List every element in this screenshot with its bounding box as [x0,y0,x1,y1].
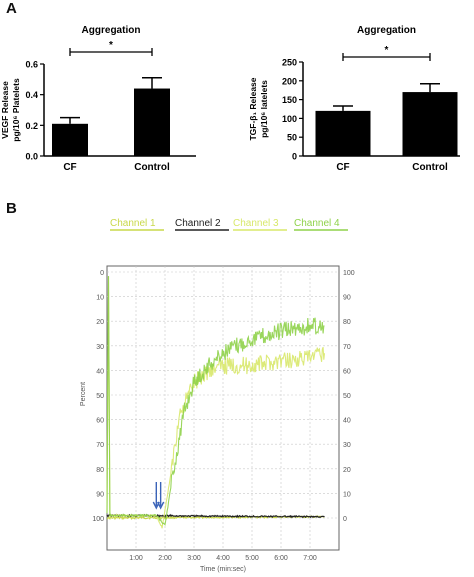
right-tick-label: 10 [343,491,351,498]
tgf-bar-control [402,92,458,156]
left-tick-label: 10 [96,295,104,302]
right-tick-label: 40 [343,418,351,425]
vegf-y-tick-label: 0.4 [25,90,38,100]
tgf-title: Aggregation [357,25,416,36]
tgf-category-label: CF [336,162,349,173]
tgf-y-tick-label: 50 [287,133,297,143]
trace-channel-4 [106,275,325,526]
right-tick-label: 90 [343,295,351,302]
left-tick-label: 30 [96,344,104,351]
vegf-bar-cf [52,123,88,156]
left-tick-label: 80 [96,467,104,474]
vegf-y-label: VEGF Release pg/10⁶ Platelets [0,78,21,142]
tgf-y-label-line1: TGF-β₁ Release [248,77,258,140]
vegf-category-label: CF [63,162,76,173]
right-tick-label: 70 [343,344,351,351]
panel-b-letter: B [6,200,17,217]
left-tick-label: 60 [96,418,104,425]
tgf-y-tick-label: 150 [282,95,297,105]
x-tick-label: 5:00 [245,555,259,562]
vegf-y-label-line1: VEGF Release [0,81,10,139]
x-tick-label: 7:00 [303,555,317,562]
vegf-y-label-line2: pg/10⁶ Platelets [11,78,21,142]
x-tick-label: 6:00 [274,555,288,562]
right-tick-label: 0 [343,516,347,523]
legend-entry-channel-3: Channel 3 [233,218,279,229]
right-tick-label: 80 [343,319,351,326]
right-tick-label: 100 [343,270,355,277]
right-tick-label: 50 [343,393,351,400]
right-tick-label: 60 [343,368,351,375]
right-tick-label: 20 [343,467,351,474]
vegf-y-tick-label: 0.2 [25,121,38,131]
tgf-y-tick-label: 100 [282,114,297,124]
tgf-bar-cf [315,110,371,156]
vegf-sig-star: * [109,40,113,51]
x-tick-label: 1:00 [129,555,143,562]
y-axis-label: Percent [80,382,87,406]
agonist-arrow-head [157,501,165,510]
left-tick-label: 0 [100,270,104,277]
tgf-category-label: Control [412,162,448,173]
left-tick-label: 90 [96,491,104,498]
vegf-title: Aggregation [82,25,141,36]
vegf-y-tick-label: 0.6 [25,60,38,70]
left-tick-label: 70 [96,442,104,449]
left-tick-label: 50 [96,393,104,400]
tgf-y-label-line2: pg/10⁶ latelets [259,80,269,138]
left-tick-label: 20 [96,319,104,326]
tgf-y-tick-label: 200 [282,76,297,86]
vegf-y-tick-label: 0.0 [25,152,38,162]
tgf-y-tick-label: 250 [282,58,297,68]
right-tick-label: 30 [343,442,351,449]
legend-entry-channel-4: Channel 4 [294,218,340,229]
vegf-category-label: Control [134,162,170,173]
legend-entry-channel-1: Channel 1 [110,218,156,229]
tgf-y-label: TGF-β₁ Release pg/10⁶ latelets [248,77,269,140]
x-axis-label: Time (min:sec) [200,566,246,573]
tgf-sig-star: * [385,45,389,56]
tgf-y-tick-label: 0 [292,152,297,162]
x-tick-label: 4:00 [216,555,230,562]
left-tick-label: 40 [96,368,104,375]
panel-a-letter: A [6,0,17,17]
legend-entry-channel-2: Channel 2 [175,218,221,229]
left-tick-label: 100 [92,516,104,523]
x-tick-label: 3:00 [187,555,201,562]
x-tick-label: 2:00 [158,555,172,562]
vegf-bar-control [134,88,170,156]
